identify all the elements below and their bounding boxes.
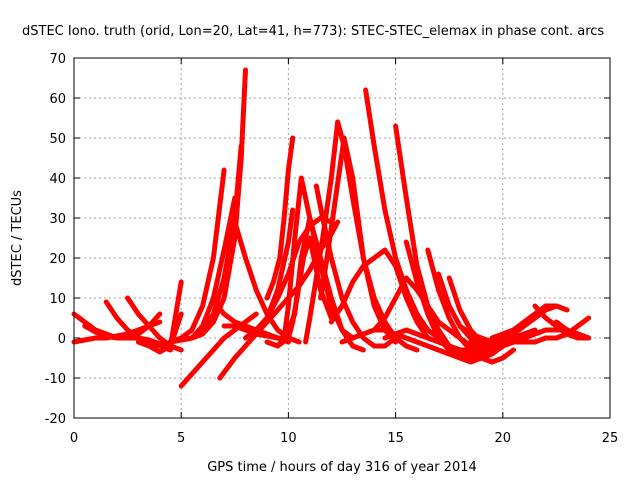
series-line-27 (328, 247, 431, 341)
series-line-23 (303, 119, 341, 345)
plot-frame (73, 57, 611, 419)
y-tick-label: 20 (49, 252, 66, 267)
series-line-44 (553, 319, 592, 341)
series-line-43 (532, 303, 592, 341)
y-tick-label: 50 (49, 132, 66, 147)
y-tick-label: 40 (49, 172, 66, 187)
series-layer (71, 67, 592, 389)
series-line-11 (189, 67, 248, 341)
series-line-33 (403, 239, 506, 365)
series-line-20 (264, 135, 296, 301)
x-axis-label: GPS time / hours of day 316 of year 2014 (207, 460, 477, 475)
y-tick-label: -20 (45, 412, 66, 427)
y-tick-label: 0 (58, 332, 66, 347)
series-line-28 (339, 327, 463, 361)
grid (74, 58, 610, 418)
series-line-22 (285, 215, 356, 341)
x-tick-label: 20 (495, 431, 512, 446)
chart-title: dSTEC Iono. truth (orid, Lon=20, Lat=41,… (22, 24, 604, 39)
series-line-16 (221, 323, 291, 341)
series-line-24 (313, 183, 399, 349)
x-tick-label: 5 (177, 431, 185, 446)
y-tick-label: 10 (49, 292, 66, 307)
series-line-18 (253, 207, 296, 333)
series-line-26 (335, 119, 420, 353)
series-line-40 (489, 303, 570, 341)
series-line-42 (511, 315, 592, 345)
ticks: -20 -10 0 10 20 30 40 50 60 70 0 5 10 15 20 25 (45, 52, 619, 446)
y-axis-label: dSTEC / TECUs (10, 190, 25, 286)
y-tick-label: 70 (49, 52, 66, 67)
y-tick-label: 60 (49, 92, 66, 107)
x-tick-label: 25 (602, 431, 619, 446)
x-tick-label: 15 (387, 431, 404, 446)
x-tick-label: 10 (280, 431, 297, 446)
y-tick-label: -10 (45, 372, 66, 387)
series-line-34 (425, 247, 516, 365)
series-line-7 (135, 279, 184, 355)
y-tick-label: 30 (49, 212, 66, 227)
x-tick-label: 0 (70, 431, 78, 446)
